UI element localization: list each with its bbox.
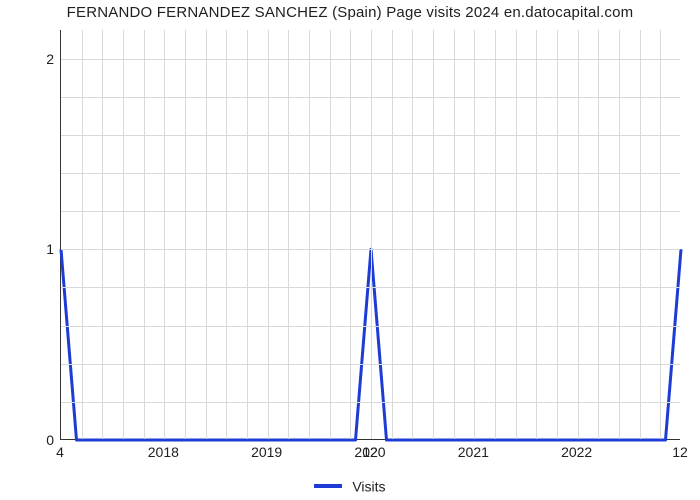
- x-tick-label: 2018: [148, 444, 179, 460]
- gridline-vertical: [247, 30, 248, 439]
- gridline-vertical: [392, 30, 393, 439]
- gridline-vertical: [412, 30, 413, 439]
- gridline-vertical: [123, 30, 124, 439]
- x-tick-label: 2022: [561, 444, 592, 460]
- gridline-vertical: [660, 30, 661, 439]
- x-tick-label: 2021: [458, 444, 489, 460]
- gridline-vertical: [557, 30, 558, 439]
- plot-area: [60, 30, 680, 440]
- gridline-vertical: [226, 30, 227, 439]
- gridline-vertical: [454, 30, 455, 439]
- gridline-vertical: [82, 30, 83, 439]
- gridline-vertical: [288, 30, 289, 439]
- y-tick-label: 2: [24, 51, 54, 67]
- y-tick-label: 0: [24, 432, 54, 448]
- gridline-vertical: [495, 30, 496, 439]
- gridline-vertical: [309, 30, 310, 439]
- gridline-vertical: [619, 30, 620, 439]
- gridline-vertical: [640, 30, 641, 439]
- gridline-vertical: [516, 30, 517, 439]
- gridline-vertical: [371, 30, 372, 439]
- gridline-vertical: [474, 30, 475, 439]
- legend-label: Visits: [352, 478, 385, 494]
- gridline-vertical: [598, 30, 599, 439]
- gridline-vertical: [350, 30, 351, 439]
- gridline-vertical: [164, 30, 165, 439]
- gridline-vertical: [206, 30, 207, 439]
- gridline-vertical: [268, 30, 269, 439]
- chart-container: FERNANDO FERNANDEZ SANCHEZ (Spain) Page …: [0, 0, 700, 500]
- gridline-vertical: [102, 30, 103, 439]
- x-tick-label: 2019: [251, 444, 282, 460]
- data-point-label: 12: [362, 444, 378, 460]
- chart-title: FERNANDO FERNANDEZ SANCHEZ (Spain) Page …: [0, 4, 700, 21]
- legend: Visits: [0, 477, 700, 494]
- gridline-vertical: [578, 30, 579, 439]
- gridline-vertical: [433, 30, 434, 439]
- gridline-vertical: [536, 30, 537, 439]
- data-point-label: 4: [56, 444, 64, 460]
- legend-swatch: [314, 484, 342, 488]
- data-point-label: 12: [672, 444, 688, 460]
- gridline-vertical: [330, 30, 331, 439]
- gridline-vertical: [144, 30, 145, 439]
- gridline-vertical: [185, 30, 186, 439]
- y-tick-label: 1: [24, 241, 54, 257]
